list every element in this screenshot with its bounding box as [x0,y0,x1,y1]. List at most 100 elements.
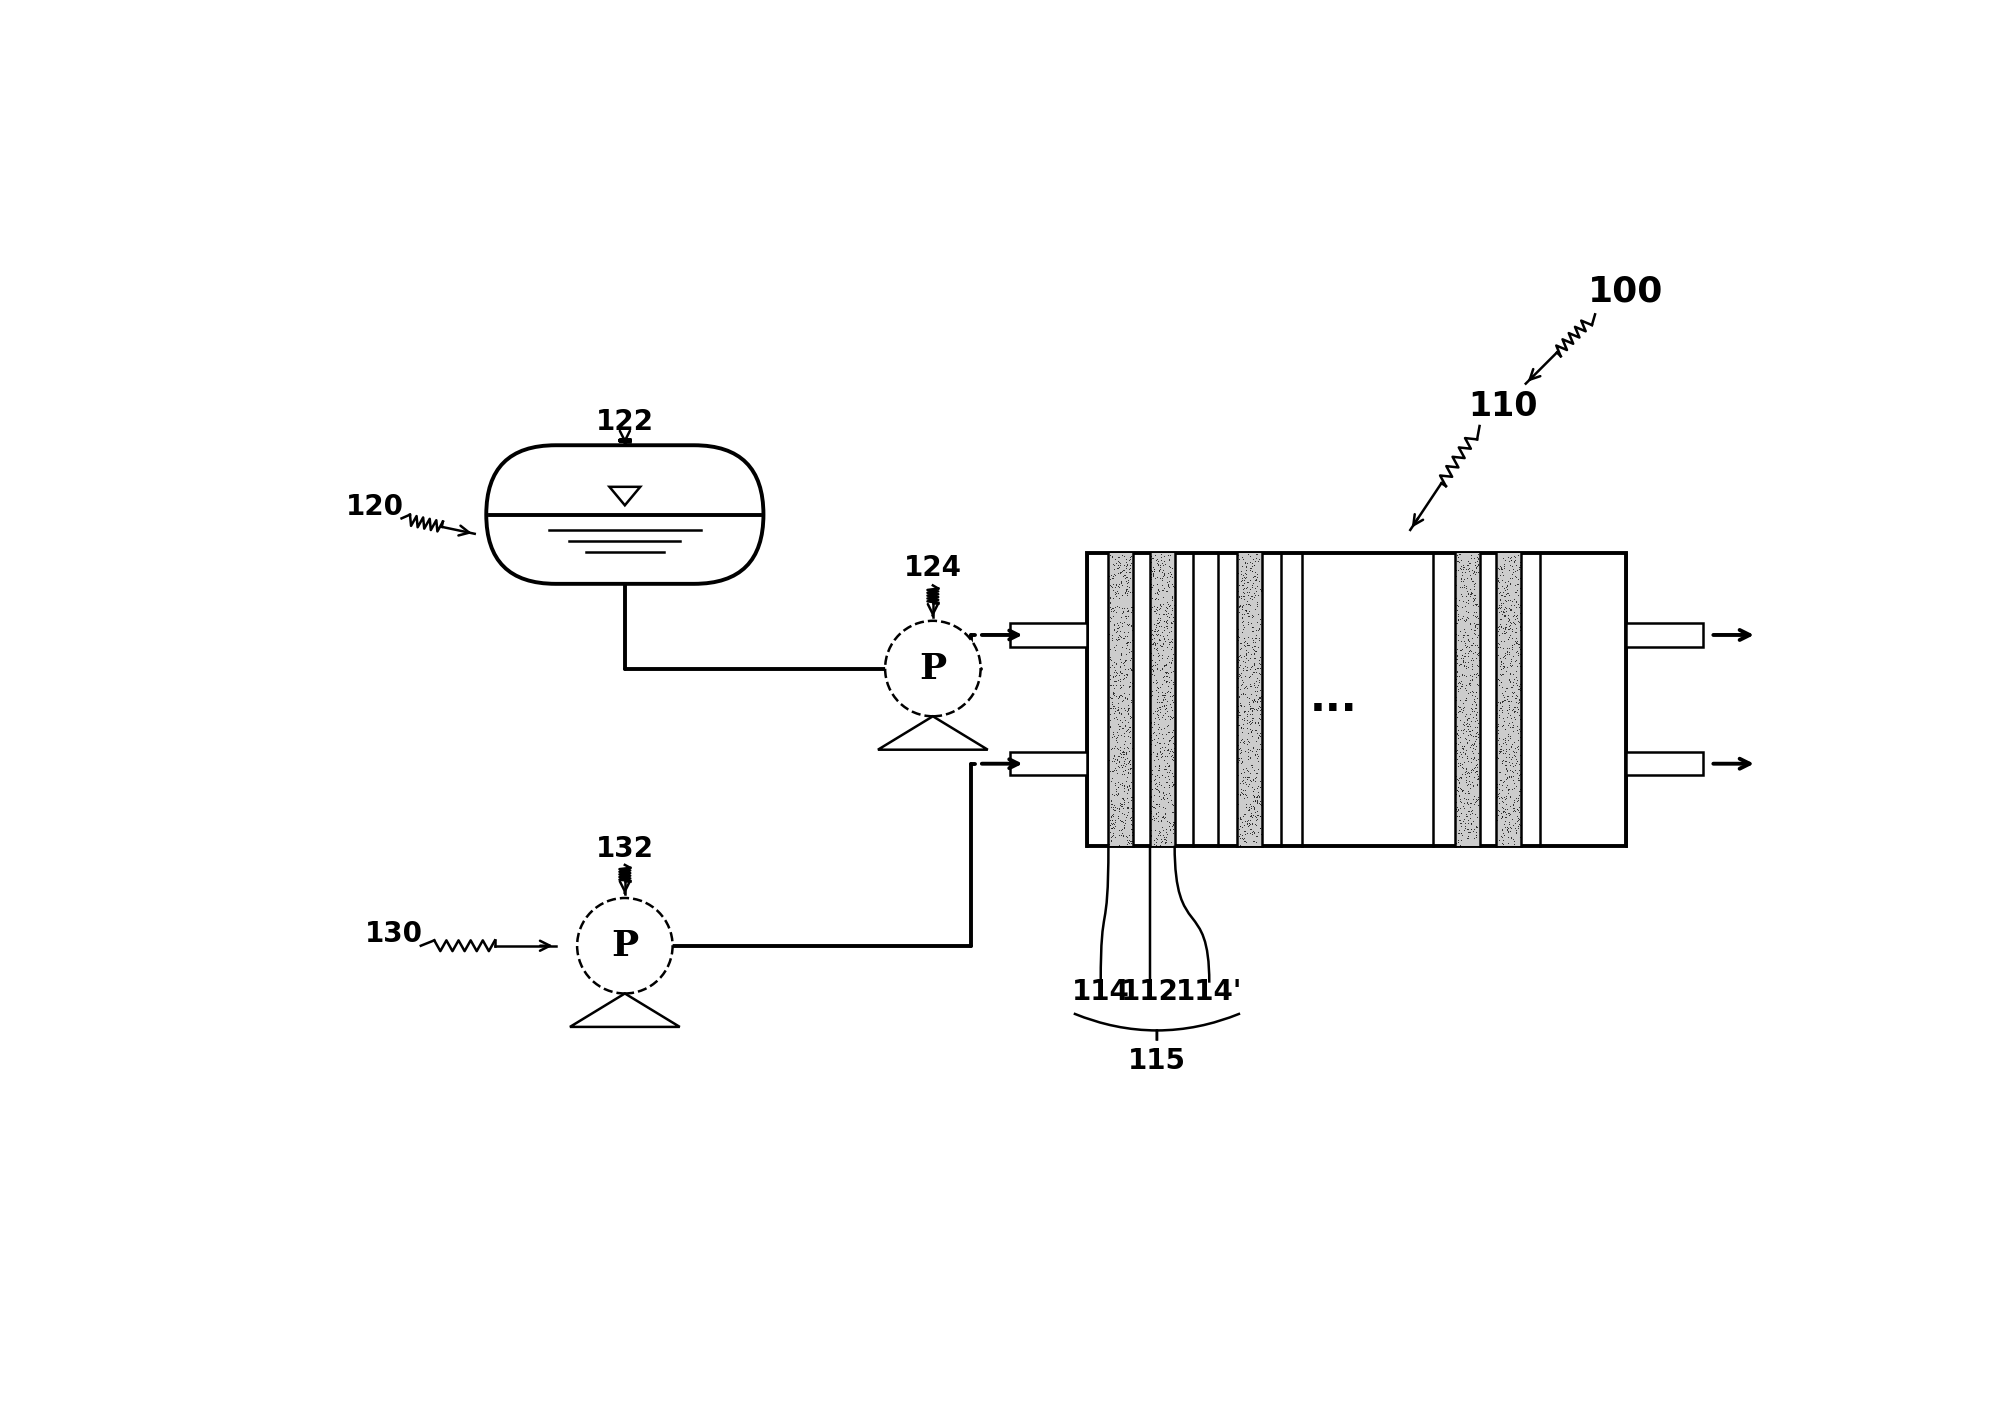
Point [1495,599,1528,622]
Point [1441,726,1473,749]
Point [1443,696,1475,719]
Point [1491,617,1524,640]
Point [1105,676,1137,699]
Point [1143,740,1175,763]
Point [1443,543,1475,566]
Point [1239,770,1271,793]
Point [1443,589,1475,612]
Point [1453,612,1485,635]
Point [1103,773,1135,796]
Point [1443,787,1475,810]
Point [1231,599,1263,622]
Point [1109,714,1141,737]
Point [1497,700,1530,723]
Point [1153,680,1185,703]
Point [1487,833,1520,856]
Point [1504,759,1536,781]
Point [1143,700,1175,723]
Point [1237,830,1269,853]
Point [1443,677,1475,700]
Point [1225,716,1257,739]
Point [1145,595,1177,617]
Point [1461,543,1493,566]
Point [1237,605,1269,627]
Point [1443,766,1475,789]
Point [1449,757,1481,780]
Point [1485,769,1518,791]
Point [1491,690,1524,713]
Point [1487,786,1520,809]
Point [1231,640,1263,663]
Point [1109,743,1141,766]
Point [1445,630,1477,653]
Point [1227,682,1259,704]
Point [1457,827,1489,850]
Point [1233,586,1265,609]
Point [1485,670,1518,693]
Point [1147,602,1179,625]
Point [1499,744,1532,767]
Point [1441,742,1473,764]
Point [1502,799,1534,821]
Point [1143,627,1175,650]
Point [1485,819,1518,841]
Point [1111,700,1143,723]
Point [1447,623,1479,646]
Point [1485,663,1518,686]
Point [1451,790,1483,813]
Point [1447,645,1479,667]
Point [1095,739,1127,761]
Point [1101,552,1133,575]
Point [1109,687,1141,710]
Point [1137,740,1169,763]
Point [1487,732,1520,754]
Point [1151,744,1183,767]
Point [1115,807,1147,830]
Point [1489,642,1522,665]
Point [1141,579,1173,602]
Point [1487,749,1520,771]
Point [1143,759,1175,781]
Point [1459,692,1491,714]
Point [1147,657,1179,680]
Point [1137,796,1169,819]
Point [1493,655,1526,677]
Point [1145,736,1177,759]
Point [1237,780,1269,803]
Point [1233,813,1265,836]
Point [1447,757,1479,780]
Point [1237,588,1269,610]
Point [1489,660,1522,683]
Point [1101,747,1133,770]
Point [1109,657,1141,680]
Point [1495,760,1528,783]
Point [1243,570,1275,593]
Point [1115,596,1147,619]
Point [1105,615,1137,637]
Point [1457,546,1489,569]
Point [1243,617,1275,640]
Point [1105,573,1137,596]
Point [1105,569,1137,592]
Point [1231,632,1263,655]
Point [1502,568,1534,590]
Point [1459,619,1491,642]
Point [1485,796,1518,819]
Point [1491,582,1524,605]
Point [1153,562,1185,585]
Point [1157,746,1189,769]
Point [1241,710,1273,733]
Point [1485,583,1518,606]
Point [1495,647,1528,670]
Point [1147,633,1179,656]
Point [1239,569,1271,592]
Point [1245,646,1277,669]
Point [1491,759,1524,781]
Point [1449,595,1481,617]
Point [1235,709,1267,732]
Point [1223,650,1255,673]
Point [1101,706,1133,729]
Point [1239,831,1271,854]
Point [1139,588,1171,610]
Point [1447,573,1479,596]
